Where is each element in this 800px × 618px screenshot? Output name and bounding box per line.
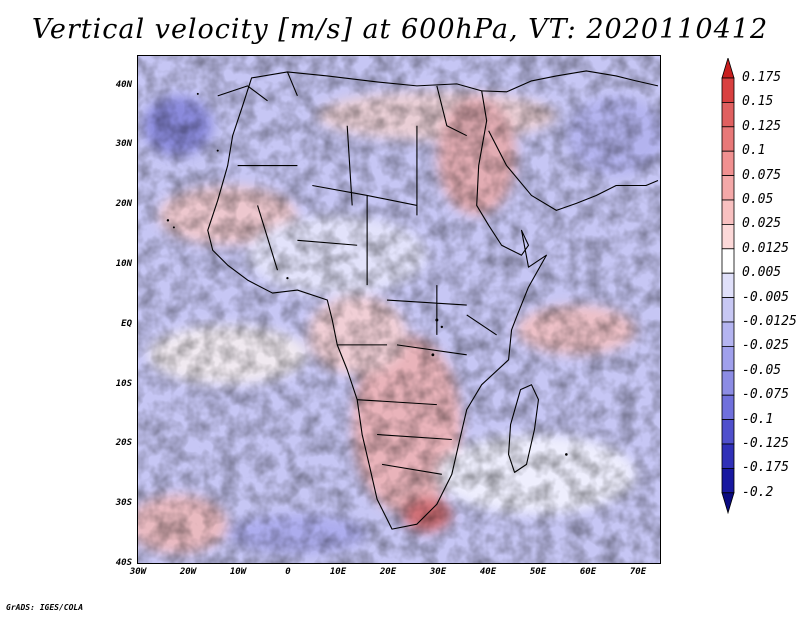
colorbar-label: -0.0125 — [742, 314, 797, 329]
colorbar-swatch — [721, 77, 735, 103]
colorbar-label: -0.005 — [742, 289, 789, 305]
colorbar-swatch — [721, 370, 735, 396]
colorbar-swatch — [721, 492, 735, 515]
colorbar-swatch — [721, 175, 735, 201]
colorbar-swatch — [721, 102, 735, 128]
lat-label-30n: 30N — [115, 139, 132, 149]
colorbar-label: -0.175 — [742, 460, 789, 476]
colorbar-swatch — [721, 272, 735, 298]
colorbar-label: 0.005 — [742, 265, 782, 281]
colorbar-swatch — [721, 199, 735, 225]
colorbar-swatch — [721, 223, 735, 250]
colorbar-label: 0.025 — [742, 216, 782, 232]
lon-label-20e: 20E — [379, 567, 397, 577]
lon-label-40e: 40E — [479, 567, 497, 577]
colorbar-label: 0.175 — [742, 70, 782, 85]
map-title: Vertical velocity [m/s] at 600hPa, VT: 2… — [31, 14, 769, 45]
colorbar-swatch — [721, 150, 735, 176]
lon-label-60e: 60E — [579, 567, 597, 577]
colorbar-label: 0.075 — [742, 167, 782, 183]
colorbar-label: -0.05 — [742, 362, 782, 378]
colorbar-label: -0.1 — [742, 411, 774, 427]
lat-label-20s: 20S — [115, 438, 132, 448]
map-frame — [137, 55, 661, 564]
lat-label-40n: 40N — [115, 80, 132, 90]
colorbar — [721, 58, 735, 515]
lon-label-30e: 30E — [429, 567, 447, 577]
lon-label-70e: 70E — [629, 567, 647, 577]
lon-label-10e: 10E — [329, 567, 347, 577]
colorbar-swatch — [721, 321, 735, 347]
colorbar-label: 0.15 — [742, 94, 774, 110]
grads-credit: GrADS: IGES/COLA — [6, 603, 84, 612]
colorbar-label: -0.025 — [742, 338, 789, 354]
lon-label-20w: 20W — [179, 567, 197, 577]
lon-label-50e: 50E — [529, 567, 547, 577]
colorbar-swatch — [721, 345, 735, 372]
colorbar-swatch — [721, 467, 735, 494]
colorbar-swatch — [721, 394, 735, 421]
colorbar-swatch — [721, 58, 735, 79]
lat-label-10s: 10S — [115, 379, 132, 389]
lat-label-40s: 40S — [115, 558, 132, 568]
lon-label-0: 0 — [285, 567, 291, 577]
lat-label-eq: EQ — [121, 319, 132, 329]
lon-label-30w: 30W — [129, 567, 147, 577]
colorbar-swatch — [721, 419, 735, 445]
colorbar-swatch — [721, 443, 735, 469]
lat-label-20n: 20N — [115, 199, 132, 209]
colorbar-label: 0.125 — [742, 118, 782, 134]
colorbar-label: 0.1 — [742, 143, 766, 159]
colorbar-swatch — [721, 126, 735, 152]
colorbar-label: -0.125 — [742, 436, 789, 451]
lat-label-30s: 30S — [115, 498, 132, 508]
lat-label-10n: 10N — [115, 259, 132, 269]
lon-label-10w: 10W — [229, 567, 247, 577]
colorbar-label: -0.2 — [742, 484, 774, 500]
colorbar-label: 0.05 — [742, 192, 774, 207]
vertical-velocity-field — [138, 56, 660, 563]
colorbar-swatch — [721, 248, 735, 274]
colorbar-swatch — [721, 297, 735, 323]
colorbar-label: 0.0125 — [742, 240, 789, 256]
colorbar-label: -0.075 — [742, 387, 789, 403]
